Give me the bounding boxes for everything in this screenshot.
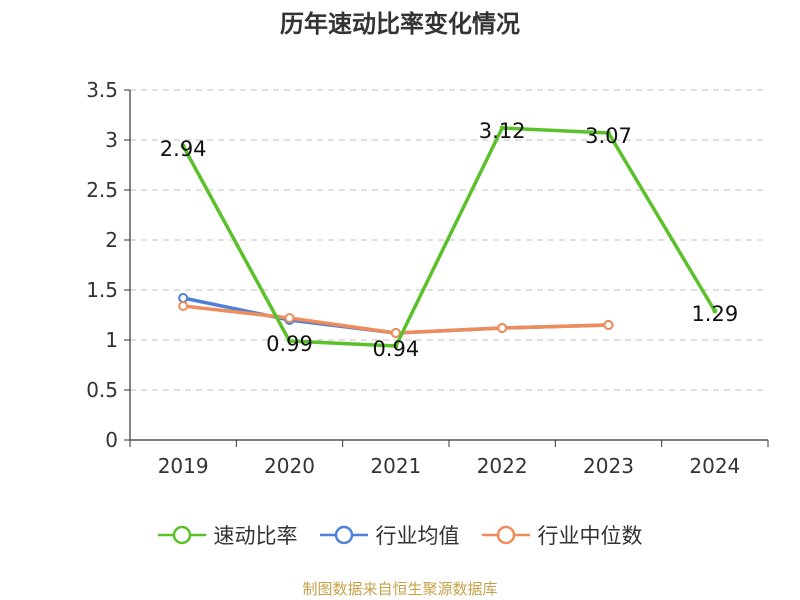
y-tick-label: 1 bbox=[105, 328, 118, 352]
data-label: 1.29 bbox=[691, 302, 738, 326]
data-point bbox=[390, 328, 401, 338]
data-point bbox=[497, 323, 508, 333]
x-tick-label: 2022 bbox=[477, 454, 528, 478]
y-tick-label: 3.5 bbox=[86, 78, 118, 102]
x-tick-label: 2020 bbox=[264, 454, 315, 478]
y-tick-label: 2.5 bbox=[86, 178, 118, 202]
legend-item[interactable]: 速动比率 bbox=[157, 520, 298, 550]
data-label: 3.07 bbox=[585, 124, 632, 148]
y-tick-label: 0.5 bbox=[86, 378, 118, 402]
legend-label: 速动比率 bbox=[213, 524, 298, 548]
legend-label: 行业中位数 bbox=[537, 524, 643, 548]
legend-swatch-icon bbox=[157, 525, 206, 545]
data-label: 3.12 bbox=[479, 119, 526, 143]
legend-swatch-icon bbox=[319, 525, 368, 545]
x-tick-label: 2021 bbox=[370, 454, 421, 478]
data-label: 0.94 bbox=[372, 337, 419, 361]
source-note: 制图数据来自恒生聚源数据库 bbox=[302, 580, 498, 598]
data-point bbox=[178, 301, 189, 311]
data-point bbox=[603, 320, 614, 330]
legend-swatch-icon bbox=[481, 525, 530, 545]
x-tick-label: 2023 bbox=[583, 454, 634, 478]
y-tick-label: 1.5 bbox=[86, 278, 118, 302]
x-tick-label: 2024 bbox=[689, 454, 740, 478]
data-point bbox=[178, 293, 189, 303]
legend-item[interactable]: 行业均值 bbox=[319, 520, 460, 550]
data-point bbox=[393, 343, 399, 349]
data-label: 0.99 bbox=[266, 332, 313, 356]
chart-title: 历年速动比率变化情况 bbox=[280, 10, 520, 38]
y-tick-label: 3 bbox=[105, 128, 118, 152]
data-point bbox=[180, 143, 186, 149]
y-tick-label: 0 bbox=[105, 428, 118, 452]
data-point bbox=[287, 338, 292, 344]
legend-label: 行业均值 bbox=[375, 524, 460, 548]
data-label: 2.94 bbox=[160, 137, 207, 161]
y-tick-label: 2 bbox=[105, 228, 118, 252]
data-point bbox=[606, 130, 611, 136]
data-point bbox=[284, 313, 295, 323]
x-tick-label: 2019 bbox=[158, 454, 209, 478]
legend-item[interactable]: 行业中位数 bbox=[481, 520, 643, 550]
data-point bbox=[712, 308, 718, 314]
series-line bbox=[181, 126, 717, 348]
data-point bbox=[499, 125, 505, 131]
chart-legend: 速动比率 行业均值 行业中位数 bbox=[0, 520, 800, 550]
